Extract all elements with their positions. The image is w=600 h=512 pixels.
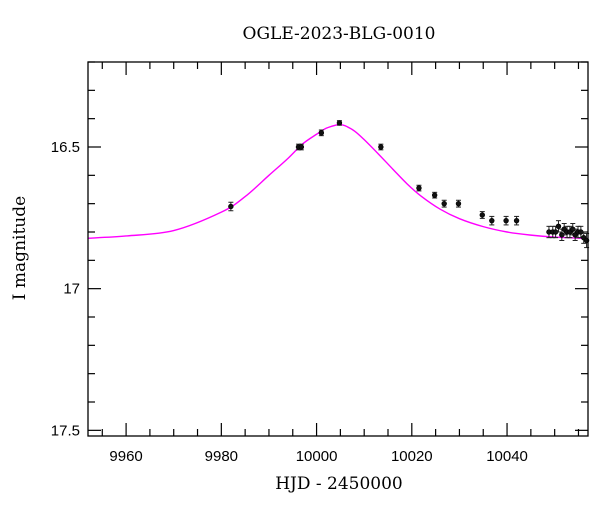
data-point [318, 130, 325, 136]
y-tick-label: 17.5 [51, 422, 80, 439]
x-tick-label: 10020 [391, 448, 433, 465]
data-point [431, 192, 438, 198]
x-tick-label: 10000 [296, 448, 338, 465]
tick-labels: 9960 9980 10000 10020 10040 16.5 17 17.5 [51, 139, 528, 465]
y-axis-label: I magnitude [10, 196, 30, 300]
data-point [555, 223, 562, 230]
y-tick-label: 17 [63, 281, 80, 298]
data-point [513, 217, 520, 224]
data-point [228, 203, 234, 210]
data-point [336, 120, 343, 126]
data-point [479, 212, 485, 218]
data-point [378, 144, 384, 150]
model-curve [87, 123, 589, 240]
data-points [228, 120, 590, 249]
x-axis-label: HJD - 2450000 [275, 474, 403, 494]
x-tick-label: 10040 [486, 448, 528, 465]
data-point [503, 217, 509, 224]
data-point [298, 144, 305, 150]
data-point [441, 200, 447, 207]
data-point [416, 185, 422, 191]
x-tick-label: 9980 [205, 448, 238, 465]
y-tick-label: 16.5 [51, 139, 80, 156]
data-point [455, 200, 462, 207]
chart-title: OGLE-2023-BLG-0010 [243, 24, 436, 44]
data-point [489, 217, 495, 224]
plot-frame [87, 61, 589, 437]
axis-ticks [88, 61, 588, 436]
x-tick-label: 9960 [109, 448, 142, 465]
